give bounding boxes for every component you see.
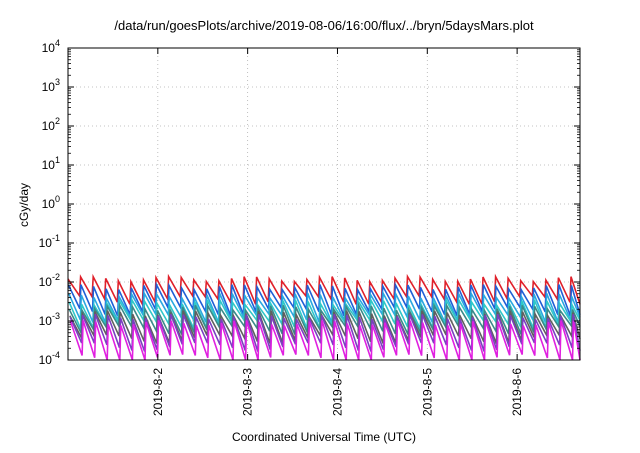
x-axis-label: Coordinated Universal Time (UTC) — [232, 430, 416, 444]
series-line — [69, 320, 581, 361]
y-tick-label: 103 — [42, 77, 60, 94]
chart-title: /data/run/goesPlots/archive/2019-08-06/1… — [114, 18, 534, 33]
y-axis-label: cGy/day — [17, 183, 31, 227]
x-tick-label: 2019-8-5 — [420, 368, 434, 416]
ticks: 10-4 10-3 10-2 10-1 100 101 102 103 104 2019-8-2 2… — [39, 38, 580, 416]
y-tick-label: 10-2 — [39, 272, 60, 289]
series-group — [67, 273, 581, 361]
x-tick-label: 2019-8-2 — [151, 368, 165, 416]
x-tick-label: 2019-8-3 — [241, 368, 255, 416]
y-tick-label: 10-4 — [39, 350, 60, 367]
y-tick-label: 100 — [42, 194, 60, 211]
y-tick-label: 10-1 — [39, 233, 60, 250]
x-tick-label: 2019-8-4 — [330, 368, 344, 416]
y-tick-label: 10-3 — [39, 311, 60, 328]
x-tick-label: 2019-8-6 — [510, 368, 524, 416]
y-tick-label: 101 — [42, 155, 60, 172]
y-tick-label: 104 — [42, 38, 60, 55]
y-tick-label: 102 — [42, 116, 60, 133]
